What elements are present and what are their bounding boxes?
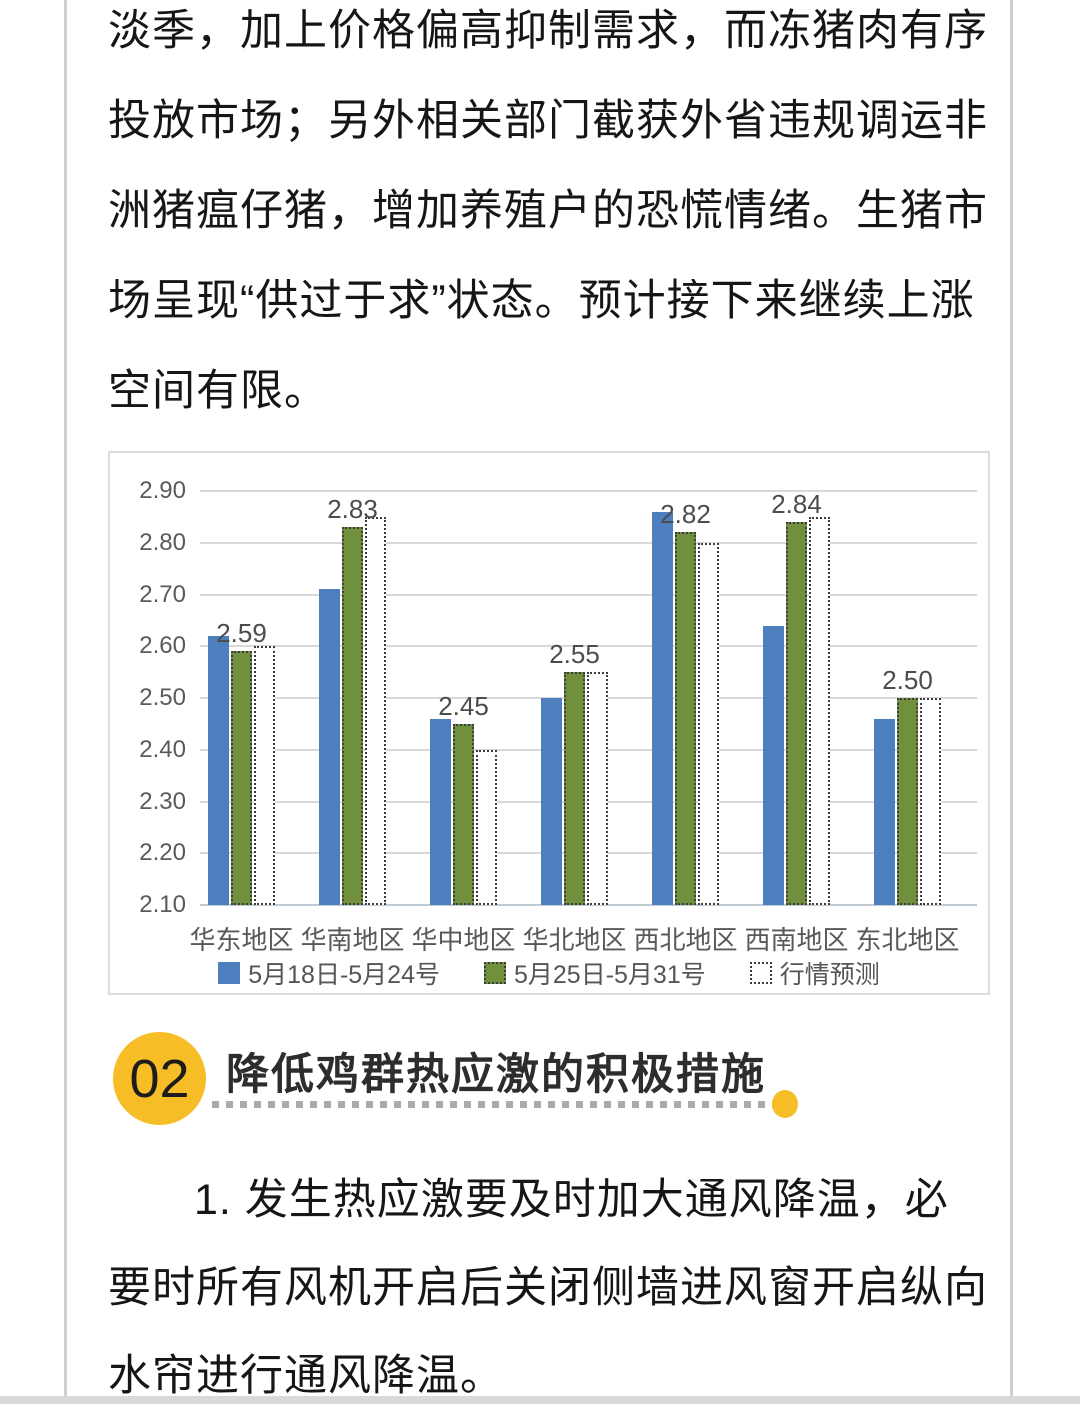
y-axis-tick-label: 2.30 [139,787,186,815]
paragraph-line: 空间有限。 [108,367,328,415]
gridline [200,904,977,906]
bar-value-label: 2.55 [549,639,600,670]
gridline [200,541,977,544]
section-divider-dashes [212,1101,774,1108]
gridline [200,645,977,648]
legend-swatch-icon [749,962,772,984]
bar-green-华北地区 [564,672,585,905]
y-axis-tick-label: 2.70 [139,580,186,608]
paragraph-line: 淡季，加上价格偏高抑制需求，而冻猪肉有序 [108,7,988,55]
bar-outline-西北地区 [698,542,719,905]
y-axis-tick-label: 2.40 [139,735,186,763]
bar-outline-华北地区 [587,672,608,905]
legend-swatch-icon [218,962,241,984]
bar-outline-华东地区 [254,646,275,905]
bar-value-label: 2.45 [438,690,489,721]
x-axis-category-label: 华东地区 [189,925,294,955]
bar-value-label: 2.50 [882,665,933,695]
x-axis-category-label: 东北地区 [855,925,960,955]
bar-outline-华南地区 [365,516,386,905]
gridline [200,593,977,596]
article-right-border [1010,0,1013,1404]
y-axis-tick-label: 2.50 [139,684,186,711]
paragraph-pig-market: 淡季，加上价格偏高抑制需求，而冻猪肉有序 投放市场；另外相关部门截获外省违规调运… [108,0,988,436]
bar-green-西南地区 [786,522,807,905]
chart-legend: 5月18日-5月24号 5月25日-5月31号 行情预测 [110,955,988,991]
gridline [200,490,977,492]
bar-green-华中地区 [453,723,474,905]
paragraph-line: 洲猪瘟仔猪，增加养殖户的恐慌情绪。生猪市 [108,187,988,235]
bottom-divider-band [0,1396,1080,1404]
bar-solid-华南地区 [319,589,340,905]
section-number: 02 [129,1048,190,1109]
bar-outline-东北地区 [920,698,941,905]
bar-solid-华北地区 [541,698,562,905]
paragraph-line: 投放市场；另外相关部门截获外省违规调运非 [108,97,988,145]
bar-green-西北地区 [675,532,696,905]
x-axis-category-label: 西南地区 [744,925,849,955]
paragraph-line: 水帘进行通风降温。 [108,1352,504,1400]
x-axis-category-label: 华中地区 [411,925,516,955]
legend-item: 5月25日-5月31号 [483,955,706,991]
paragraph-line: 场呈现“供过于求”状态。预计接下来继续上涨 [108,277,975,325]
bar-value-label: 2.83 [327,494,378,525]
y-axis-tick-label: 2.10 [139,891,186,918]
bar-value-label: 2.59 [216,618,267,649]
y-axis-tick-label: 2.20 [139,839,186,867]
bar-solid-华中地区 [430,718,451,905]
regional-price-bar-chart: 2.90 2.80 2.70 2.60 2.50 2.40 2.30 2.20 2.10 2.59… [108,451,990,995]
x-axis-category-label: 西北地区 [633,925,738,955]
legend-label: 5月18日-5月24号 [248,961,440,989]
bar-value-label: 2.82 [660,499,711,530]
legend-label: 5月25日-5月31号 [513,961,706,989]
bar-solid-西北地区 [652,511,673,905]
bar-solid-东北地区 [874,718,895,905]
section-title: 降低鸡群热应激的积极措施 [226,1051,766,1099]
paragraph-measures: 1. 发生热应激要及时加大通风降温，必 要时所有风机开启后关闭侧墙进风窗开启纵向… [108,1156,988,1404]
x-axis-category-label: 华南地区 [300,925,405,955]
article-left-border [64,0,67,1404]
y-axis-tick-label: 2.80 [139,528,186,556]
paragraph-line: 要时所有风机开启后关闭侧墙进风窗开启纵向 [108,1264,988,1312]
x-axis-category-label: 华北地区 [522,925,627,955]
bar-green-东北地区 [897,698,918,905]
bar-outline-华中地区 [476,749,497,905]
paragraph-line: 1. 发生热应激要及时加大通风降温，必 [194,1176,949,1224]
bar-outline-西南地区 [809,516,830,905]
section-number-badge: 02 [113,1032,206,1125]
y-axis-tick-label: 2.90 [139,477,186,504]
section-divider-dot [772,1090,798,1118]
legend-swatch-icon [483,962,506,984]
bar-green-华东地区 [231,651,252,905]
legend-item: 5月18日-5月24号 [218,955,440,991]
legend-item: 行情预测 [749,955,880,991]
bar-green-华南地区 [342,527,363,905]
y-axis-tick-label: 2.60 [139,632,186,660]
legend-label: 行情预测 [779,961,880,989]
bar-solid-西南地区 [763,625,784,905]
bar-solid-华东地区 [208,635,229,905]
bar-value-label: 2.84 [771,489,822,520]
